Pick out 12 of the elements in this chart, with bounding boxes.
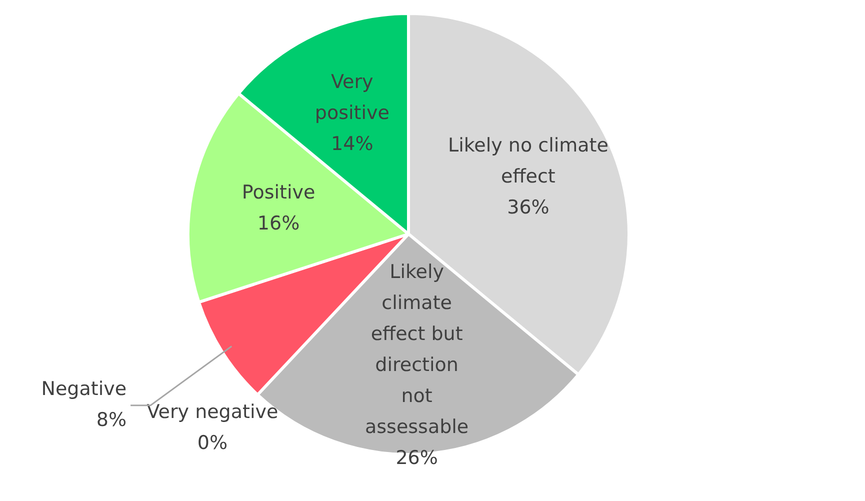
data-label: 8%	[96, 408, 127, 431]
text: 0%	[197, 432, 228, 454]
slice-label: Positive	[242, 182, 316, 204]
slice-label: Likely no climate effect	[448, 134, 608, 188]
data-label: 36%	[507, 196, 550, 219]
slice-label: Very positive	[314, 71, 390, 124]
category-label: Very negative	[146, 401, 278, 424]
data-label: 14%	[331, 133, 374, 156]
slice-label: Likely climate effect but direction not assessable	[365, 260, 469, 438]
data-label: 26%	[396, 446, 438, 469]
slice-label: Negative	[41, 378, 127, 400]
data-label: 16%	[257, 212, 300, 235]
